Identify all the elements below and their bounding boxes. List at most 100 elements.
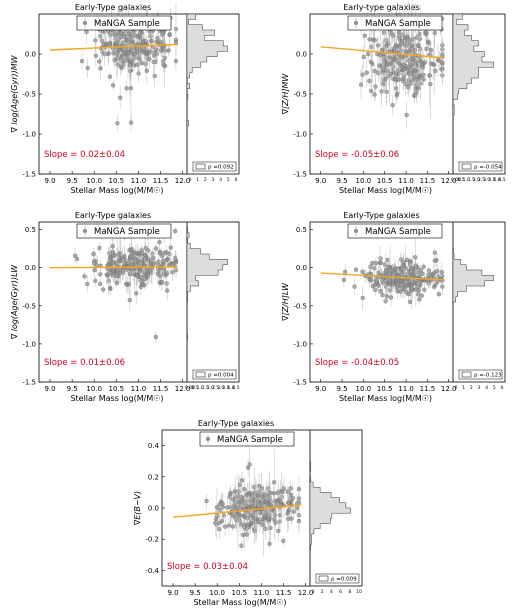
data-point	[416, 43, 421, 49]
legend-box	[199, 431, 295, 447]
data-point	[428, 82, 433, 87]
data-point	[135, 34, 140, 39]
x-tick-label: 10.0	[356, 177, 372, 185]
data-point	[417, 297, 422, 302]
data-point	[372, 68, 377, 74]
histogram-tick-label: 4.5	[232, 385, 239, 391]
histogram-tick-label: 1.5	[202, 385, 209, 391]
data-point	[427, 73, 433, 78]
data-point	[390, 33, 395, 38]
data-point	[116, 252, 121, 257]
data-point	[263, 526, 268, 531]
histogram: 0 2 4 6 8 10 ρ =0.009	[309, 429, 363, 595]
rho-legend-box	[458, 369, 503, 380]
x-tick-label: 9.0	[44, 385, 55, 393]
legend: MaNGA Sample	[347, 223, 443, 239]
legend-marker	[354, 229, 358, 233]
data-point	[372, 37, 377, 43]
data-point	[285, 489, 290, 494]
data-point	[353, 267, 359, 272]
data-point	[240, 532, 246, 538]
data-point	[131, 267, 136, 272]
data-point	[128, 59, 133, 64]
data-point	[387, 281, 393, 287]
data-point	[433, 68, 438, 73]
y-axis-label: ∇ log(Age(Gyr))LW	[10, 264, 19, 340]
data-point	[167, 32, 172, 37]
data-point	[117, 47, 122, 53]
legend: MaNGA Sample	[199, 431, 295, 447]
data-point	[217, 527, 222, 532]
data-point	[85, 281, 90, 287]
data-point	[276, 528, 281, 534]
rho-legend-swatch	[318, 575, 329, 582]
data-point	[288, 492, 293, 498]
histogram-tick-label: 3.5	[488, 177, 495, 183]
y-tick-label: 0.0	[296, 51, 307, 59]
legend-label: MaNGA Sample	[94, 227, 160, 237]
x-tick-label: 11.5	[153, 385, 169, 393]
data-point	[173, 255, 178, 261]
histogram: 0 1 2 3 4 5 6 ρ =-0.123	[452, 221, 506, 391]
histogram-tick-label: 3	[478, 385, 481, 391]
data-point	[382, 262, 388, 267]
data-point	[281, 538, 286, 544]
panel-2: Early-type galaxies 9.0 9.5 10.0 10.5 11.0 11.…	[281, 0, 506, 195]
data-point	[378, 260, 383, 266]
data-point	[399, 41, 404, 47]
histogram-bars	[186, 13, 228, 174]
data-point	[140, 282, 145, 287]
data-point	[372, 92, 377, 97]
data-point	[291, 509, 297, 514]
x-tick-label: 11.0	[131, 177, 147, 185]
x-axis-label: Stellar Mass log(M/M☉)	[339, 186, 432, 195]
histogram-tick-label: 1	[462, 385, 465, 391]
data-point	[155, 35, 160, 41]
data-point	[396, 61, 402, 66]
data-point	[154, 47, 159, 52]
data-point	[239, 478, 245, 483]
data-point	[128, 120, 134, 125]
histogram-tick-label: 5	[493, 385, 496, 391]
data-point	[106, 261, 111, 267]
rho-legend-box	[458, 161, 503, 172]
data-point	[98, 272, 103, 277]
data-point	[412, 68, 418, 73]
legend-label: MaNGA Sample	[217, 435, 283, 445]
data-point	[418, 268, 423, 273]
data-point	[154, 39, 159, 45]
data-point	[401, 76, 406, 81]
x-axis-label: Stellar Mass log(M/M☉)	[70, 186, 163, 195]
data-point	[148, 268, 153, 273]
rho-legend-swatch	[461, 163, 472, 170]
data-point	[381, 30, 387, 35]
data-point	[164, 257, 169, 262]
slope-annotation: Slope = 0.03±0.04	[167, 562, 248, 572]
histogram-tick-label: 0.00	[451, 177, 461, 183]
data-point	[358, 82, 364, 87]
data-point	[110, 260, 116, 265]
data-point	[286, 507, 292, 513]
y-tick-label: -0.4	[145, 567, 159, 575]
data-point	[127, 63, 132, 68]
data-point	[420, 271, 425, 276]
data-point	[412, 92, 417, 98]
data-point	[428, 47, 434, 53]
data-point	[170, 270, 175, 275]
data-point	[266, 517, 271, 522]
data-point	[110, 244, 115, 249]
x-tick-label: 11.0	[131, 385, 147, 393]
data-point	[436, 291, 442, 297]
y-tick-label: -0.2	[145, 536, 159, 544]
data-point	[403, 283, 409, 288]
data-point	[410, 43, 415, 48]
slope-annotation: Slope = -0.04±0.05	[315, 358, 399, 368]
data-point	[134, 291, 139, 296]
x-tick-label: 10.0	[356, 385, 372, 393]
histogram-tick-label: 1.0	[197, 385, 204, 391]
y-tick-label: -1.0	[22, 131, 36, 139]
y-tick-label: -0.5	[22, 91, 36, 99]
data-point	[167, 251, 172, 257]
data-point	[128, 86, 134, 91]
